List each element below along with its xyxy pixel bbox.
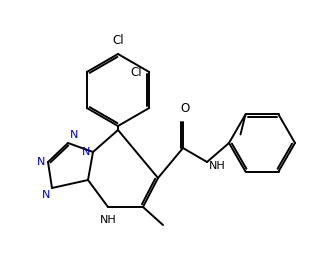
Text: N: N [82,147,90,157]
Text: NH: NH [209,161,226,171]
Text: N: N [42,190,50,200]
Text: O: O [180,102,190,115]
Text: Cl: Cl [131,65,142,78]
Text: N: N [70,130,78,140]
Text: Cl: Cl [112,34,124,47]
Text: NH: NH [100,215,116,225]
Text: N: N [37,157,45,167]
